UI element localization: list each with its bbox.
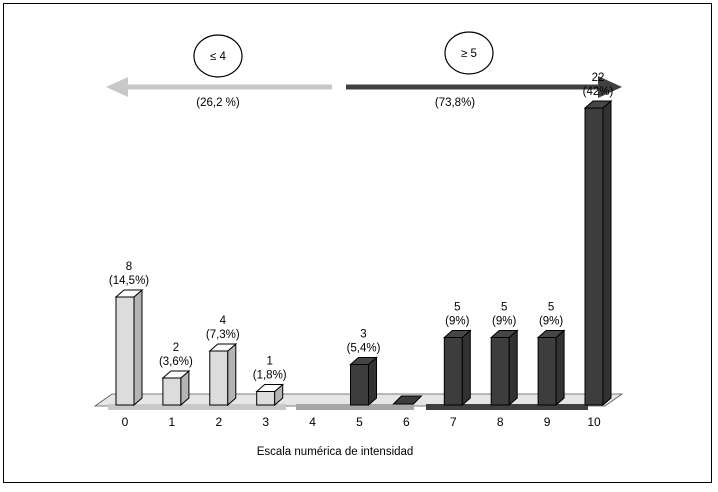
- bar-1: 2 (3,6%): [159, 342, 193, 407]
- bar-front-7: [443, 337, 463, 406]
- high-group-label: ≥ 5: [461, 48, 477, 60]
- bar-9: 5 (9%): [536, 302, 566, 407]
- x-tick-label-9: 9: [544, 415, 551, 429]
- bar-count-label-1: 2: [173, 342, 179, 354]
- bar-side-0: [133, 288, 143, 407]
- mid-group-underline: [296, 404, 414, 410]
- bar-count-label-7: 5: [454, 302, 460, 314]
- bar-7: 5 (9%): [442, 302, 472, 407]
- bar-front-1: [162, 377, 182, 406]
- bar-3: 1 (1,8%): [253, 356, 287, 407]
- bar-percent-label-8: (9%): [492, 316, 516, 328]
- bar-top-7: [442, 330, 472, 338]
- bar-percent-label-10: (42%): [583, 86, 614, 98]
- bar-side-5: [368, 356, 377, 407]
- x-axis-label: Escala numérica de intensidad: [257, 446, 414, 458]
- bar-count-label-5: 3: [360, 329, 366, 341]
- bar-count-label-3: 1: [266, 356, 272, 368]
- low-group-percent: (26,2 %): [196, 97, 240, 109]
- bar-side-8: [508, 329, 518, 407]
- x-tick-label-10: 10: [587, 415, 601, 429]
- bar-front-10: [584, 107, 604, 406]
- bar-8: 5 (9%): [489, 302, 519, 407]
- low-group-label: ≤ 4: [210, 51, 227, 63]
- bar-top-3: [255, 384, 285, 392]
- x-tick-label-5: 5: [356, 415, 363, 429]
- bars-layer: 8 (14,5%) 2 (3,6%) 4 (7,3%) 1 (1,8%) 3 (5,4%) 5 (9%…: [109, 72, 614, 407]
- bar-0: 8 (14,5%): [109, 261, 149, 407]
- bar-percent-label-9: (9%): [539, 316, 563, 328]
- x-tick-label-1: 1: [169, 415, 176, 429]
- bar-side-7: [461, 329, 471, 407]
- bar-front-9: [537, 337, 557, 406]
- x-tick-label-8: 8: [497, 415, 504, 429]
- bar-count-label-0: 8: [126, 261, 132, 273]
- bar-count-label-10: 22: [592, 72, 605, 84]
- bar-count-label-8: 5: [501, 302, 507, 314]
- high-group-underline: [426, 404, 588, 410]
- bar-front-5: [350, 364, 369, 406]
- x-tick-label-7: 7: [450, 415, 457, 429]
- bar-10: 22 (42%): [583, 72, 614, 407]
- x-tick-label-2: 2: [215, 415, 222, 429]
- bar-side-2: [227, 342, 237, 407]
- x-tick-label-3: 3: [262, 415, 269, 429]
- bar-front-3: [256, 391, 276, 406]
- bar-percent-label-0: (14,5%): [109, 275, 149, 287]
- bar-top-10: [583, 100, 613, 109]
- bar-side-10: [602, 99, 612, 407]
- bar-top-9: [536, 330, 566, 338]
- bar-front-2: [209, 350, 229, 406]
- bar-side-9: [555, 329, 565, 407]
- bar-flat-6: [392, 395, 423, 405]
- chart-border: [3, 3, 712, 483]
- high-group-percent: (73,8%): [435, 97, 475, 109]
- bar-top-1: [161, 370, 191, 379]
- tick-labels-layer: 0 1 2 3 4 5 6 7 8 9 10: [122, 415, 601, 429]
- low-group-arrow: [106, 77, 332, 97]
- bar-6: [392, 395, 423, 405]
- bar-top-0: [114, 289, 144, 298]
- bar-5: 3 (5,4%): [347, 329, 381, 407]
- bar-front-0: [115, 296, 135, 406]
- bar-count-label-2: 4: [220, 315, 227, 327]
- bar-percent-label-2: (7,3%): [206, 329, 240, 341]
- bar-front-8: [490, 337, 510, 406]
- low-group-underline: [108, 404, 286, 410]
- x-tick-label-4: 4: [309, 415, 316, 429]
- bar-percent-label-1: (3,6%): [159, 356, 193, 368]
- bar-percent-label-7: (9%): [445, 316, 469, 328]
- high-group-ellipse: [444, 31, 494, 75]
- bar-percent-label-5: (5,4%): [347, 343, 381, 355]
- bar-top-8: [489, 330, 519, 338]
- bar-percent-label-3: (1,8%): [253, 370, 287, 382]
- bar-top-2: [208, 343, 238, 352]
- x-tick-label-6: 6: [403, 415, 410, 429]
- x-tick-label-0: 0: [122, 415, 129, 429]
- bar-count-label-9: 5: [548, 302, 554, 314]
- bar-2: 4 (7,3%): [206, 315, 240, 407]
- low-group-ellipse: [193, 34, 243, 78]
- high-group-arrow: [346, 76, 622, 98]
- bar-top-5: [349, 357, 378, 365]
